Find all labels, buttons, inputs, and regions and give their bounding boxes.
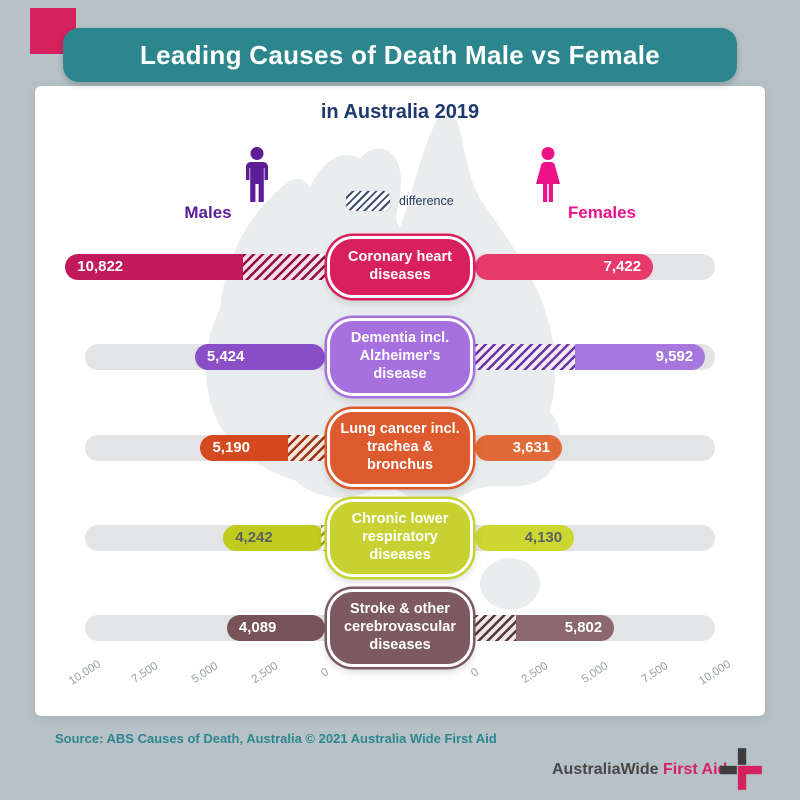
male-bar bbox=[226, 615, 325, 641]
brand-name-part1: AustraliaWide bbox=[552, 761, 659, 778]
brand-logo: AustraliaWide First Aid bbox=[552, 742, 766, 796]
title-banner: Leading Causes of Death Male vs Female bbox=[63, 28, 737, 82]
female-value: 9,592 bbox=[655, 348, 694, 365]
cause-label: Lung cancer incl. trachea & bronchus bbox=[340, 421, 460, 473]
chart-row-stroke: 4,089 5,802 Stroke & other cerebrovascul… bbox=[0, 588, 800, 668]
female-person-icon bbox=[536, 147, 560, 202]
chart-card bbox=[35, 86, 765, 716]
difference-hatch bbox=[321, 525, 325, 551]
chart-row-lung-cancer: 5,190 3,631 Lung cancer incl. trachea & … bbox=[0, 408, 800, 488]
male-person-icon bbox=[246, 147, 268, 202]
cause-label: Stroke & other cerebrovascular diseases bbox=[343, 601, 457, 653]
male-bar bbox=[223, 525, 325, 551]
chart-row-coronary: 10,822 7,422 Coronary heart diseases bbox=[0, 227, 800, 307]
difference-hatch bbox=[287, 435, 325, 461]
australia-map-watermark bbox=[205, 113, 561, 610]
cause-label: Chronic lower respiratory diseases bbox=[351, 511, 449, 563]
cause-label-box: Chronic lower respiratory diseases bbox=[327, 499, 473, 577]
difference-hatch bbox=[243, 254, 325, 280]
female-value: 3,631 bbox=[512, 439, 551, 456]
female-bar bbox=[475, 254, 654, 280]
female-value: 7,422 bbox=[603, 258, 642, 275]
male-value: 10,822 bbox=[77, 258, 124, 275]
difference-legend-swatch bbox=[345, 190, 391, 212]
brand-name-part2: First Aid bbox=[658, 761, 728, 778]
cause-label-box: Dementia incl. Alzheimer's disease bbox=[327, 318, 473, 396]
female-value: 4,130 bbox=[524, 529, 563, 546]
male-value: 4,089 bbox=[238, 619, 277, 636]
difference-hatch bbox=[475, 344, 576, 370]
source-attribution: Source: ABS Causes of Death, Australia ©… bbox=[55, 731, 497, 746]
females-label: Females bbox=[567, 203, 637, 222]
female-bar bbox=[475, 435, 563, 461]
male-bar bbox=[194, 344, 325, 370]
page-title: Leading Causes of Death Male vs Female bbox=[139, 39, 660, 70]
female-bar bbox=[475, 525, 575, 551]
male-value: 5,424 bbox=[206, 348, 245, 365]
difference-hatch bbox=[475, 615, 517, 641]
male-value: 4,242 bbox=[235, 529, 273, 546]
cause-label: Dementia incl. Alzheimer's disease bbox=[350, 330, 450, 382]
chart-row-respiratory: 4,242 4,130 Chronic lower respiratory di… bbox=[0, 498, 800, 578]
brand-cross-icon bbox=[720, 748, 762, 790]
female-value: 5,802 bbox=[564, 619, 603, 636]
page-subtitle: in Australia 2019 bbox=[320, 101, 480, 123]
brand-logo-text: AustraliaWide First Aid bbox=[552, 761, 727, 779]
chart-row-dementia: 5,424 9,592 Dementia incl. Alzheimer's d… bbox=[0, 317, 800, 397]
cause-label: Coronary heart diseases bbox=[348, 249, 452, 283]
cause-label-box: Lung cancer incl. trachea & bronchus bbox=[327, 409, 473, 487]
difference-legend-label: difference bbox=[399, 194, 454, 208]
male-value: 5,190 bbox=[212, 439, 250, 456]
cause-label-box: Stroke & other cerebrovascular diseases bbox=[327, 589, 473, 667]
cause-label-box: Coronary heart diseases bbox=[327, 236, 473, 298]
males-label: Males bbox=[184, 203, 232, 222]
